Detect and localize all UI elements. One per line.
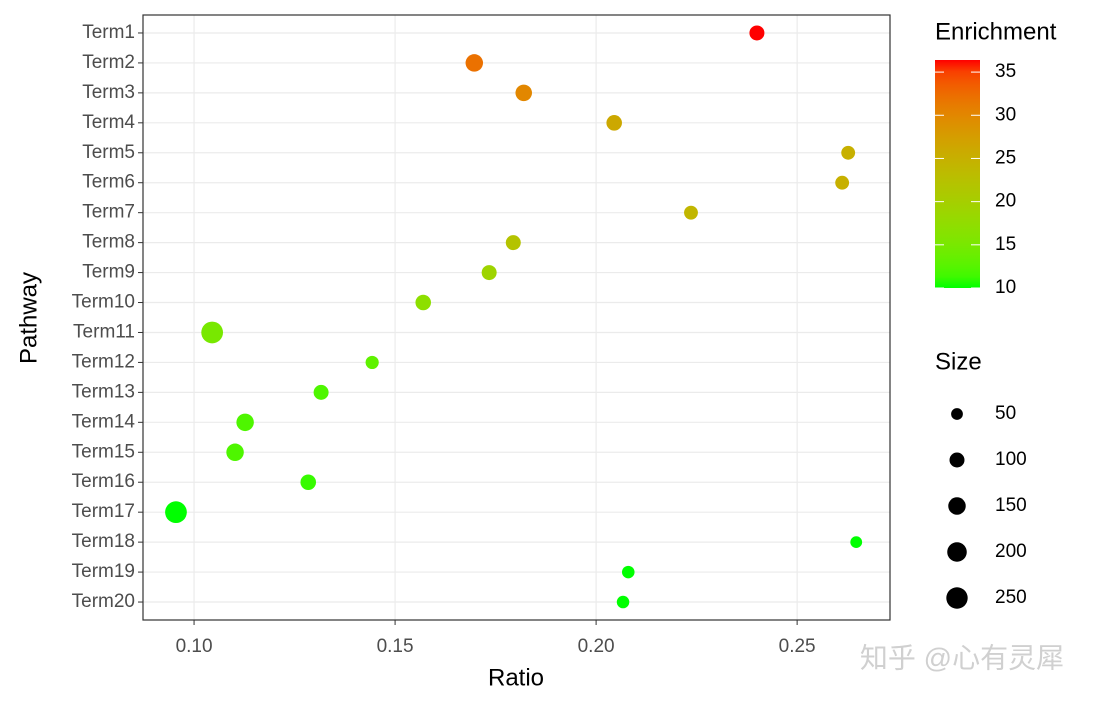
- point: [606, 115, 622, 131]
- size-label: 150: [995, 495, 1027, 516]
- point: [515, 84, 533, 102]
- size-key: [948, 497, 966, 515]
- y-tick-label: Term14: [72, 411, 136, 432]
- y-tick-label: Term5: [82, 142, 135, 163]
- y-tick-label: Term3: [82, 82, 135, 103]
- color-tick-label: 25: [995, 147, 1016, 168]
- color-tick-label: 15: [995, 234, 1016, 255]
- point: [616, 595, 630, 609]
- size-key: [947, 542, 967, 562]
- x-tick-label: 0.25: [779, 636, 816, 657]
- size-legend-title: Size: [935, 348, 982, 375]
- y-tick-label: Term11: [73, 321, 135, 342]
- y-tick-label: Term4: [82, 112, 135, 133]
- point: [684, 205, 698, 220]
- size-key: [949, 452, 965, 468]
- size-key: [946, 587, 968, 609]
- point: [236, 413, 254, 432]
- y-tick-label: Term6: [82, 172, 135, 193]
- plot-border: [142, 14, 891, 621]
- y-tick-label: Term2: [82, 52, 135, 73]
- color-tick-label: 10: [995, 277, 1016, 298]
- y-tick-label: Term20: [72, 591, 135, 612]
- y-tick-label: Term17: [72, 501, 135, 522]
- point: [165, 501, 187, 524]
- y-tick-label: Term8: [82, 232, 135, 253]
- point: [313, 384, 329, 400]
- x-axis-title: Ratio: [488, 664, 544, 691]
- x-tick-label: 0.15: [377, 636, 414, 657]
- y-tick-label: Term12: [72, 351, 135, 372]
- color-bar: [935, 60, 980, 288]
- y-tick-label: Term10: [72, 292, 135, 313]
- point: [841, 145, 856, 160]
- y-axis-title: Pathway: [15, 272, 42, 364]
- point: [465, 54, 484, 72]
- y-tick-label: Term13: [72, 381, 135, 402]
- y-tick-label: Term16: [72, 471, 135, 492]
- y-tick-label: Term15: [72, 441, 135, 462]
- y-tick-label: Term9: [82, 262, 135, 283]
- point: [226, 443, 244, 462]
- y-tick-label: Term18: [72, 531, 135, 552]
- point: [201, 321, 224, 344]
- y-tick-label: Term7: [82, 202, 135, 223]
- point: [850, 536, 863, 549]
- size-label: 100: [995, 449, 1027, 470]
- point: [481, 265, 497, 281]
- color-tick-label: 35: [995, 61, 1016, 82]
- x-tick-label: 0.10: [176, 636, 213, 657]
- point: [300, 474, 317, 490]
- watermark: 知乎 @心有灵犀: [860, 642, 1064, 673]
- point: [505, 235, 521, 251]
- y-tick-label: Term1: [82, 22, 135, 43]
- size-label: 200: [995, 541, 1027, 562]
- color-tick-label: 30: [995, 104, 1016, 125]
- point: [835, 175, 850, 190]
- size-key: [951, 408, 963, 420]
- point: [622, 565, 635, 579]
- point: [415, 294, 431, 311]
- color-legend-title: Enrichment: [935, 18, 1057, 45]
- point: [749, 25, 765, 41]
- point: [365, 355, 379, 370]
- size-label: 250: [995, 587, 1027, 608]
- x-tick-label: 0.20: [578, 636, 615, 657]
- size-label: 50: [995, 403, 1016, 424]
- y-tick-label: Term19: [72, 561, 135, 582]
- plot-panel: [143, 15, 890, 620]
- color-tick-label: 20: [995, 191, 1016, 212]
